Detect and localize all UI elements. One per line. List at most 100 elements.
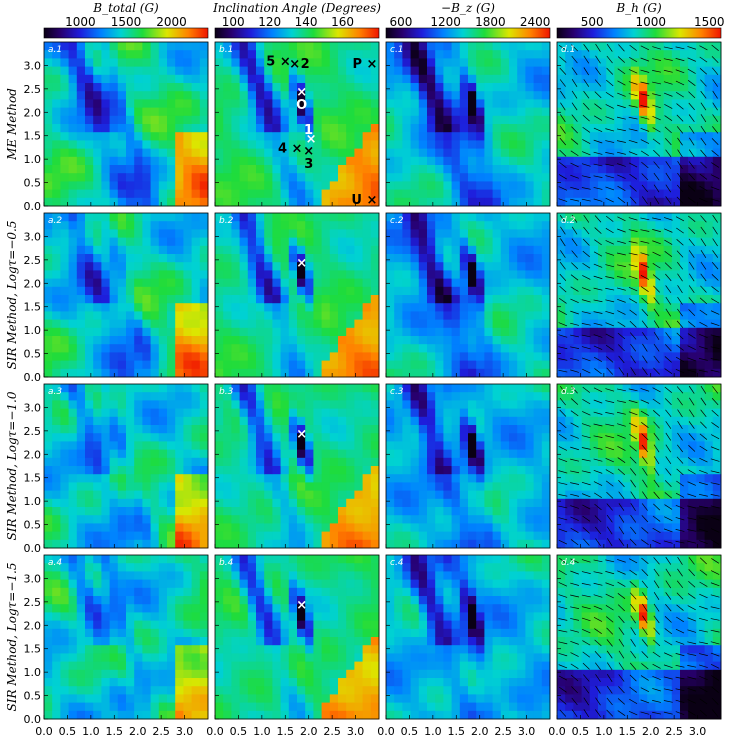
heatmap-cell <box>630 368 640 378</box>
heatmap-cell <box>199 336 209 345</box>
heatmap-cell <box>476 482 485 491</box>
heatmap-cell <box>410 498 420 508</box>
heatmap-cell <box>231 466 240 475</box>
heatmap-cell <box>183 416 192 426</box>
panel-frame <box>385 41 551 207</box>
heatmap-cell <box>313 229 322 238</box>
heatmap-cell <box>680 156 689 166</box>
heatmap-cell <box>109 368 119 378</box>
heatmap-cell <box>346 490 355 500</box>
heatmap-cell <box>288 107 298 117</box>
heatmap-cell <box>52 245 61 255</box>
heatmap-cell <box>500 173 510 182</box>
heatmap-cell <box>44 295 53 304</box>
heatmap-cell <box>321 124 331 133</box>
heatmap-cell <box>647 58 656 67</box>
heatmap-cell <box>223 50 232 59</box>
heatmap-cell <box>525 449 534 459</box>
heatmap-cell <box>354 344 363 353</box>
heatmap-cell <box>288 474 298 483</box>
heatmap-cell <box>231 245 240 255</box>
heatmap-cell <box>402 441 411 450</box>
heatmap-cell <box>484 425 493 434</box>
heatmap-cell <box>142 42 151 51</box>
heatmap-cell <box>52 124 61 133</box>
heatmap-cell <box>297 449 306 459</box>
heatmap-cell <box>459 156 469 166</box>
heatmap-cell <box>573 42 582 51</box>
vector-arrow <box>653 320 660 329</box>
heatmap-cell <box>93 58 102 67</box>
heatmap-cell <box>93 173 102 182</box>
heatmap-cell <box>93 441 102 450</box>
vector-arrow <box>663 69 673 73</box>
heatmap-cell <box>117 132 127 141</box>
heatmap-cell <box>663 262 673 271</box>
heatmap-cell <box>476 311 485 320</box>
vector-arrow <box>570 369 579 373</box>
heatmap-cell <box>394 107 403 117</box>
heatmap-cell <box>459 245 469 255</box>
heatmap-cell <box>175 254 184 263</box>
heatmap-cell <box>427 474 436 483</box>
heatmap-cell <box>500 156 510 166</box>
heatmap-cell <box>362 237 372 247</box>
heatmap-cell <box>321 286 331 296</box>
heatmap-cell <box>573 50 582 59</box>
heatmap-cell <box>126 384 135 393</box>
heatmap-cell <box>451 498 461 508</box>
heatmap-cell <box>704 66 714 76</box>
heatmap-cell <box>117 286 127 296</box>
heatmap-cell <box>712 221 722 230</box>
heatmap-cell <box>484 416 493 426</box>
heatmap-cell <box>167 319 176 329</box>
heatmap-cell <box>565 189 574 199</box>
heatmap-cell <box>500 384 510 393</box>
heatmap-cell <box>614 124 623 133</box>
heatmap-cell <box>704 83 714 92</box>
heatmap-cell <box>354 229 363 238</box>
panel-a.2: a.20.00.51.01.52.02.53.0 <box>24 212 209 384</box>
heatmap-cell <box>85 523 94 532</box>
heatmap-cell <box>354 368 363 378</box>
heatmap-cell <box>158 107 168 117</box>
heatmap-cell <box>468 336 477 345</box>
heatmap-cell <box>410 433 420 442</box>
vector-arrow <box>617 310 626 315</box>
heatmap-cell <box>655 115 664 125</box>
heatmap-cell <box>598 221 607 230</box>
colorbar-tick: 120 <box>258 15 281 29</box>
heatmap-cell <box>272 91 281 100</box>
heatmap-cell <box>484 384 493 393</box>
heatmap-cell <box>402 344 411 353</box>
heatmap-cell <box>394 229 403 238</box>
heatmap-cell <box>321 400 331 409</box>
heatmap-cell <box>101 213 110 222</box>
heatmap-cell <box>410 344 420 353</box>
heatmap-cell <box>142 262 151 271</box>
heatmap-cell <box>509 352 518 361</box>
heatmap-cell <box>68 515 78 524</box>
heatmap-cell <box>264 392 273 401</box>
heatmap-cell <box>101 50 110 59</box>
heatmap-cell <box>696 50 705 59</box>
heatmap-cell <box>231 531 240 541</box>
heatmap-cell <box>215 490 224 500</box>
heatmap-cell <box>492 425 502 434</box>
heatmap-cell <box>696 140 705 149</box>
heatmap-cell <box>117 523 127 532</box>
heatmap-cell <box>476 490 485 500</box>
heatmap-cell <box>712 360 722 370</box>
heatmap-cell <box>435 148 444 158</box>
vector-arrow <box>605 186 615 191</box>
heatmap-cell <box>321 303 331 312</box>
heatmap-cell <box>142 523 151 532</box>
heatmap-cell <box>231 368 240 378</box>
heatmap-cell <box>443 303 452 312</box>
heatmap-cell <box>362 457 372 467</box>
vector-arrow <box>583 214 590 223</box>
heatmap-cell <box>305 368 314 378</box>
heatmap-cell <box>126 368 135 378</box>
heatmap-cell <box>606 132 615 141</box>
vector-arrow <box>570 322 580 326</box>
